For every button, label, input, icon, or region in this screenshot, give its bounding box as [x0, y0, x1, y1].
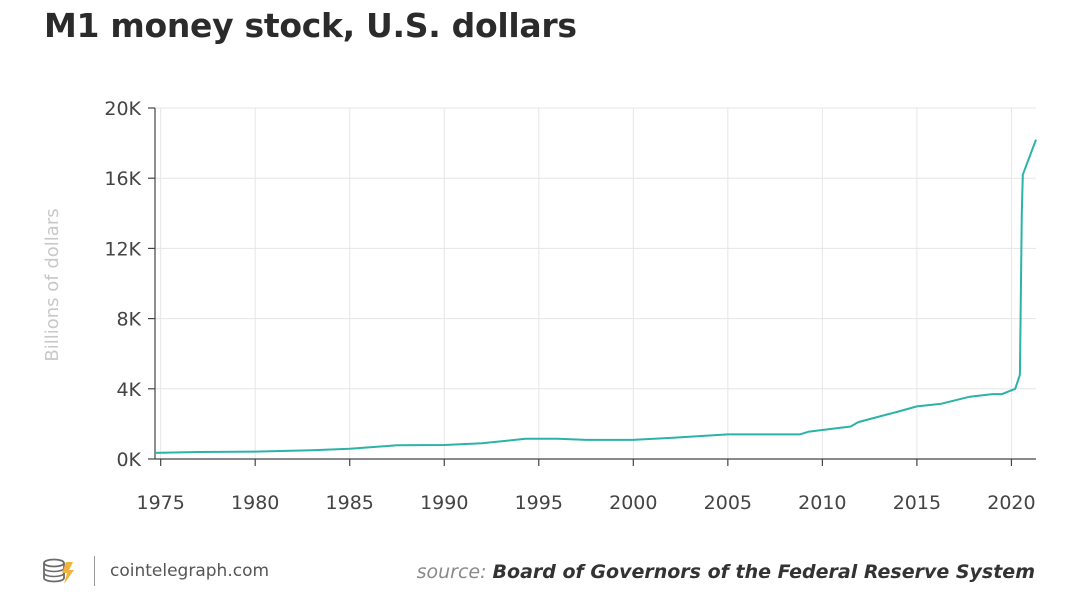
cointelegraph-logo-icon [42, 558, 76, 591]
y-tick-label: 0K [116, 449, 141, 471]
line-chart: 0K 4K 8K 12K 16K 20K 1975 1980 1985 1990 1995 2000 2… [42, 98, 1037, 514]
chart-title: M1 money stock, U.S. dollars [44, 6, 577, 45]
source-name: Board of Governors of the Federal Reserv… [492, 561, 1035, 583]
y-axis-label: Billions of dollars [42, 208, 63, 361]
source-prefix: source: [416, 561, 487, 583]
series-line [154, 139, 1037, 454]
x-tick-label: 2005 [704, 492, 752, 514]
tick-labels: 0K 4K 8K 12K 16K 20K 1975 1980 1985 1990 1995 2000 2… [104, 98, 1035, 514]
x-tick-label: 2020 [987, 492, 1035, 514]
x-tick-label: 1985 [326, 492, 374, 514]
x-tick-label: 1980 [231, 492, 279, 514]
grid [155, 107, 1036, 459]
x-tick-label: 2015 [893, 492, 941, 514]
y-tick-label: 20K [104, 98, 141, 120]
footer-divider [94, 556, 95, 586]
y-tick-label: 4K [116, 379, 141, 401]
y-tick-label: 12K [104, 238, 141, 260]
x-tick-label: 1975 [136, 492, 184, 514]
source-credit: source: Board of Governors of the Federa… [417, 561, 1035, 583]
x-tick-label: 1990 [420, 492, 468, 514]
x-tick-label: 2000 [609, 492, 657, 514]
x-tick-label: 2010 [798, 492, 846, 514]
x-tick-label: 1995 [515, 492, 563, 514]
site-name: cointelegraph.com [110, 561, 270, 581]
axes [148, 107, 1036, 466]
y-tick-label: 8K [116, 309, 141, 331]
series [154, 139, 1037, 454]
y-tick-label: 16K [104, 168, 141, 190]
